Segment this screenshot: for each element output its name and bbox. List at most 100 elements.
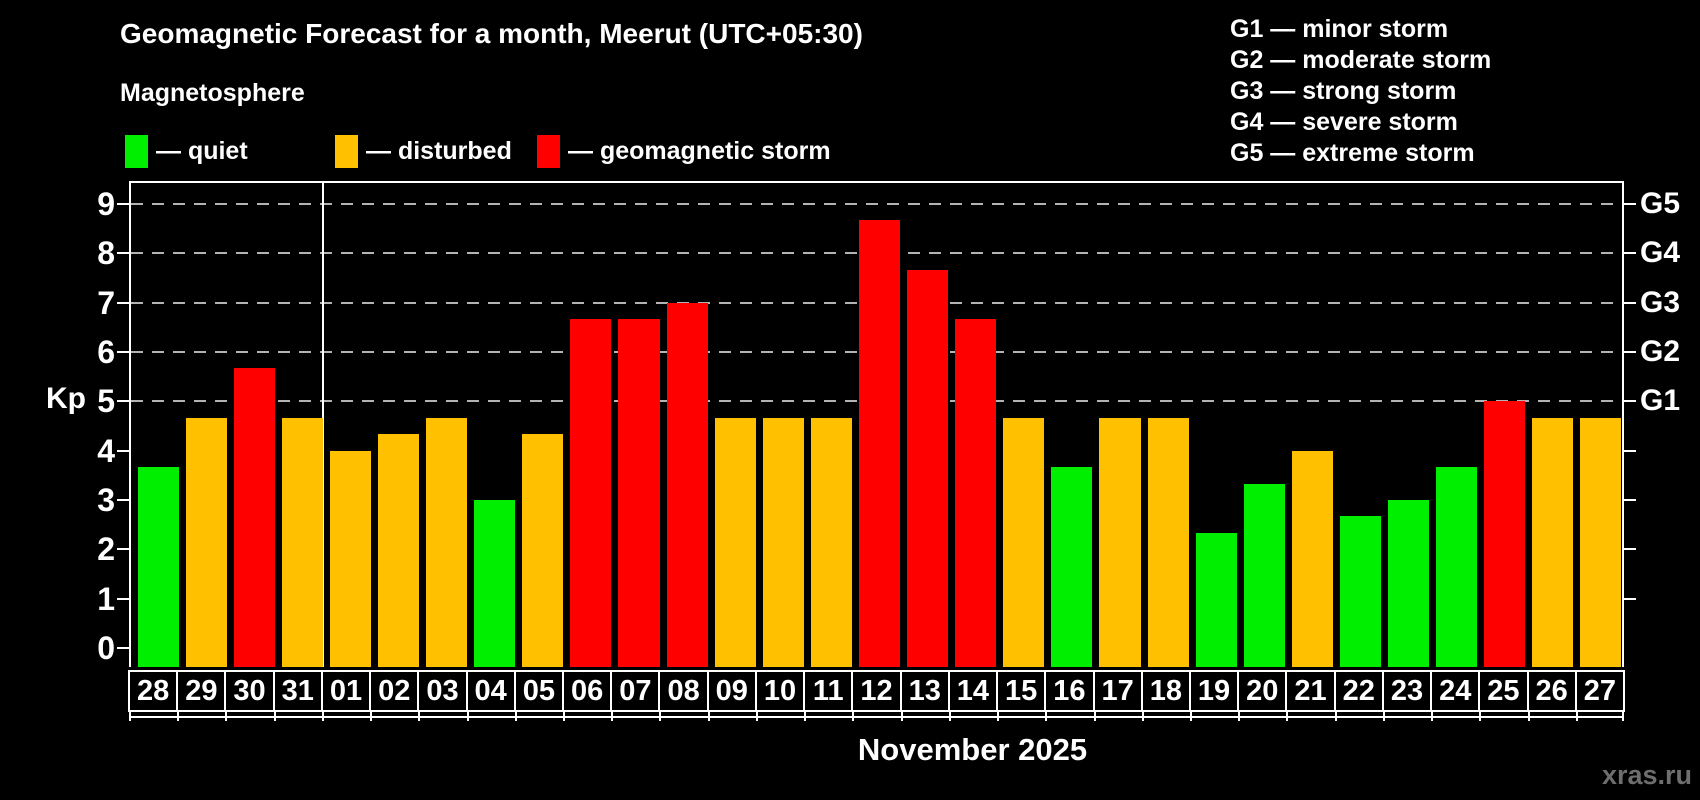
y-axis-tick-6 <box>117 351 129 354</box>
plot-border-top <box>129 181 1624 183</box>
right-axis-tick-1 <box>1624 597 1636 600</box>
y-axis-tick-8 <box>117 252 129 255</box>
kp-bar-day-07 <box>618 318 660 667</box>
y-axis-label-4: 4 <box>97 432 115 469</box>
day-label-23: 23 <box>1381 670 1433 712</box>
day-label-05: 05 <box>513 670 565 712</box>
right-axis-label-G1: G1 <box>1640 384 1681 418</box>
kp-bar-day-31 <box>281 417 323 667</box>
day-label-14: 14 <box>947 670 999 712</box>
right-axis-tick-2 <box>1624 548 1636 551</box>
y-axis-tick-9 <box>117 203 129 206</box>
kp-bar-day-23 <box>1388 500 1430 667</box>
right-axis-label-G5: G5 <box>1640 187 1681 221</box>
day-label-02: 02 <box>369 670 420 712</box>
y-axis-label-8: 8 <box>97 235 115 272</box>
day-label-15: 15 <box>996 670 1047 712</box>
kp-bar-day-26 <box>1532 417 1574 667</box>
plot-border-left <box>129 183 131 667</box>
legend-label-storm: — geomagnetic storm <box>568 137 831 165</box>
g-scale-legend-line-4: G4 — severe storm <box>1230 108 1458 136</box>
day-label-27: 27 <box>1574 670 1625 712</box>
g-scale-legend: G1 — minor storm G2 — moderate storm G3 — … <box>1230 14 1491 169</box>
kp-bar-day-29 <box>185 417 227 667</box>
y-axis-label-6: 6 <box>97 334 115 371</box>
kp-bar-day-14 <box>955 318 997 667</box>
day-label-19: 19 <box>1188 670 1240 712</box>
kp-bar-day-20 <box>1243 483 1285 667</box>
y-axis-label-9: 9 <box>97 186 115 223</box>
day-label-31: 31 <box>272 670 323 712</box>
right-axis-label-G4: G4 <box>1640 236 1681 270</box>
y-axis-tick-0 <box>117 647 129 649</box>
day-label-16: 16 <box>1044 670 1095 712</box>
plot-area: G1 G2 G3 G4 G5 <box>117 183 1680 667</box>
kp-bar-day-13 <box>907 269 949 667</box>
kp-bar-day-17 <box>1099 417 1141 667</box>
plot-border-right <box>1622 183 1624 667</box>
y-axis-label-3: 3 <box>97 482 115 518</box>
chart-title: Geomagnetic Forecast for a month, Meerut… <box>120 18 863 49</box>
day-label-01: 01 <box>320 670 372 712</box>
day-label-20: 20 <box>1237 670 1288 712</box>
kp-bar-day-21 <box>1291 450 1333 667</box>
g-scale-legend-line-1: G1 — minor storm <box>1230 15 1449 43</box>
kp-bar-day-03 <box>426 417 468 667</box>
y-axis-tick-3 <box>117 499 129 501</box>
right-axis-label-G3: G3 <box>1640 285 1681 319</box>
day-label-22: 22 <box>1333 670 1384 712</box>
y-axis-label-0: 0 <box>97 630 115 666</box>
kp-bar-day-12 <box>858 220 901 667</box>
day-label-04: 04 <box>465 670 516 712</box>
legend-swatch-storm <box>537 135 560 168</box>
y-axis-tick-1 <box>117 597 129 600</box>
kp-bar-day-01 <box>329 450 371 667</box>
kp-bar-day-19 <box>1195 533 1237 667</box>
day-label-26: 26 <box>1526 670 1577 712</box>
g-scale-legend-line-5: G5 — extreme storm <box>1230 139 1475 167</box>
watermark: xras.ru <box>1601 760 1692 790</box>
kp-bar-day-24 <box>1436 466 1478 667</box>
kp-bar-day-28 <box>137 466 179 667</box>
kp-bar-day-27 <box>1580 417 1622 667</box>
day-label-25: 25 <box>1478 670 1529 712</box>
kp-bar-day-11 <box>810 417 852 667</box>
right-axis-tick-7 <box>1624 301 1636 304</box>
kp-bar-day-15 <box>1003 417 1045 667</box>
right-axis-tick-5 <box>1624 400 1636 403</box>
kp-bar-day-05 <box>522 434 564 667</box>
right-axis-label-G2: G2 <box>1640 335 1681 369</box>
x-axis-day-labels: 28 29 30 31 01 02 03 04 05 06 07 08 09 10 11 12 13 14 15 16… <box>128 670 1625 721</box>
y-axis-label-7: 7 <box>97 284 115 321</box>
day-label-07: 07 <box>610 670 661 712</box>
legend-swatch-disturbed <box>335 135 358 168</box>
kp-bar-day-06 <box>570 318 612 667</box>
y-axis-tick-7 <box>117 301 129 304</box>
day-label-13: 13 <box>899 670 950 712</box>
day-label-11: 11 <box>803 670 854 712</box>
kp-bar-day-02 <box>377 434 420 667</box>
kp-bar-day-22 <box>1339 516 1381 667</box>
magnetosphere-label: Magnetosphere <box>120 79 305 107</box>
day-label-03: 03 <box>417 670 468 712</box>
kp-bar-day-25 <box>1484 401 1526 667</box>
kp-bar-day-04 <box>474 500 516 667</box>
day-label-30: 30 <box>224 670 275 712</box>
g-scale-legend-line-3: G3 — strong storm <box>1230 77 1457 105</box>
right-axis-tick-8 <box>1624 252 1636 255</box>
y-axis-title: Kp <box>46 382 86 415</box>
right-axis-tick-9 <box>1624 203 1636 206</box>
y-axis-label-2: 2 <box>97 531 115 568</box>
legend-swatch-quiet <box>125 135 148 168</box>
x-axis-month-label: November 2025 <box>857 732 1088 767</box>
y-axis-label-5: 5 <box>97 383 115 420</box>
right-axis-tick-6 <box>1624 351 1636 354</box>
g-scale-legend-line-2: G2 — moderate storm <box>1230 46 1492 74</box>
gridline-kp9 <box>131 203 1622 206</box>
kp-bar-day-10 <box>762 417 804 667</box>
day-label-12: 12 <box>851 670 902 712</box>
month-separator <box>322 183 325 667</box>
kp-bar-day-16 <box>1051 466 1093 667</box>
kp-bar-day-09 <box>714 417 756 667</box>
